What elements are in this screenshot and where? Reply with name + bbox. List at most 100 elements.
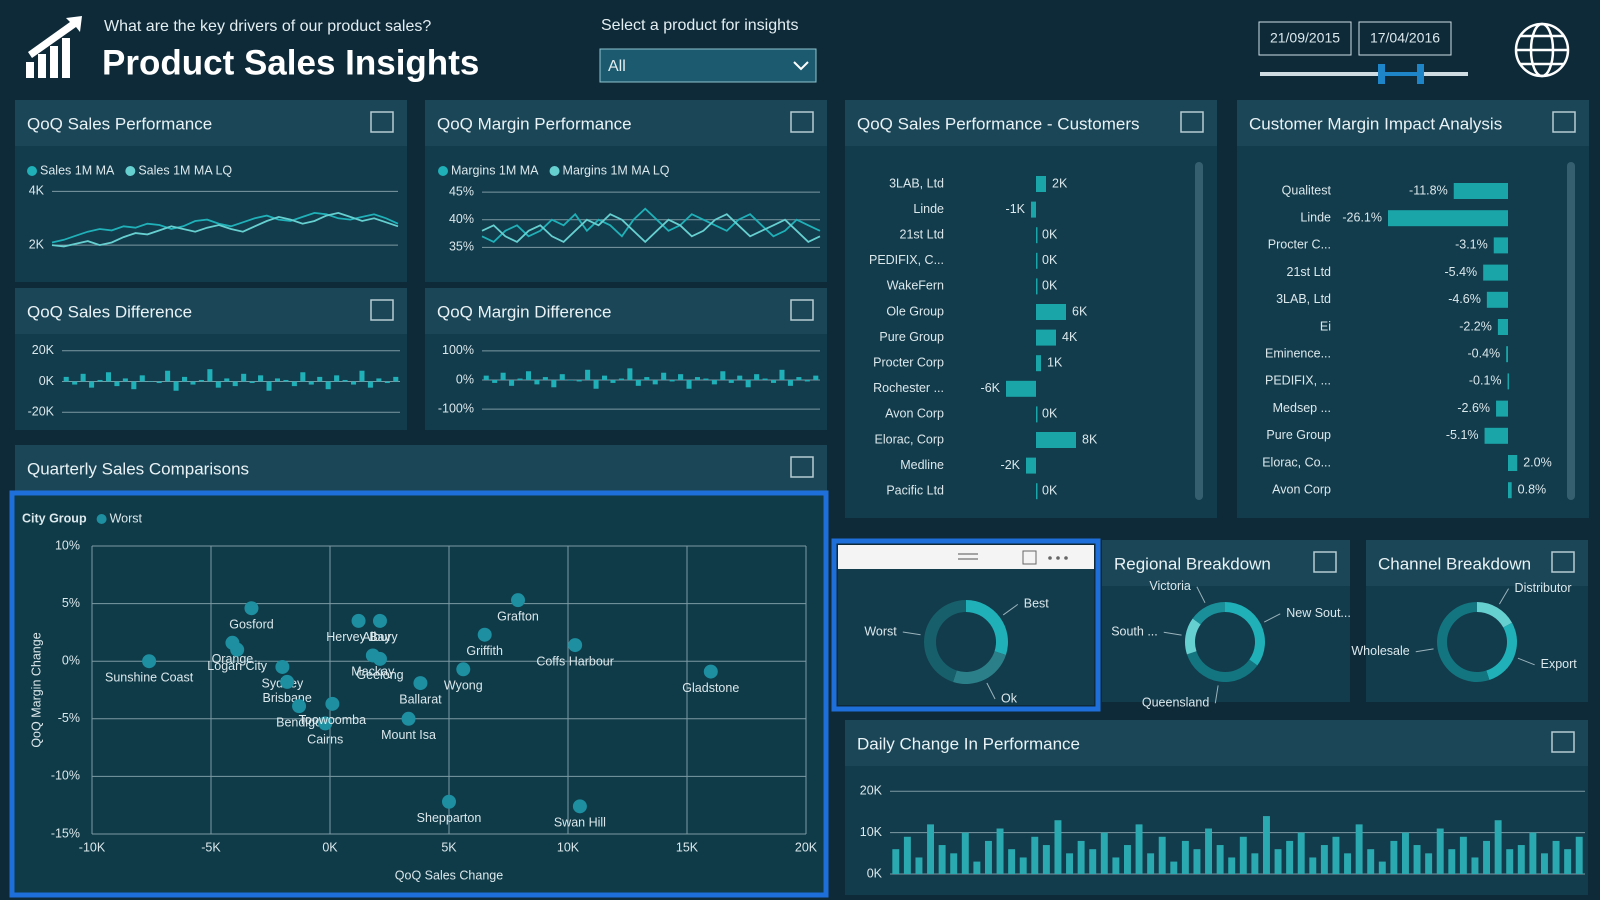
bar	[534, 380, 540, 385]
category-label: Ole Group	[886, 304, 944, 318]
point-label: Griffith	[466, 644, 503, 658]
date-end-box[interactable]	[1358, 21, 1452, 56]
bar	[139, 375, 145, 382]
donut-segment[interactable]	[1437, 602, 1490, 682]
point[interactable]	[456, 662, 471, 677]
bar	[1008, 849, 1016, 874]
point-label: Cairns	[307, 733, 343, 747]
point-label: Bendigo	[276, 715, 322, 729]
point[interactable]	[292, 699, 307, 714]
donut-segment[interactable]	[1477, 602, 1513, 628]
bar	[984, 840, 992, 874]
donut-segment[interactable]	[1185, 618, 1201, 655]
donut-label: Victoria	[1149, 579, 1191, 593]
bar	[1251, 853, 1259, 874]
value-label: 4K	[1062, 330, 1078, 344]
point[interactable]	[572, 799, 587, 814]
donut-segment[interactable]	[1186, 651, 1258, 683]
panel-header	[1237, 100, 1589, 146]
category-label: Eminence...	[1265, 346, 1331, 360]
header-title: Product Sales Insights	[102, 43, 479, 82]
category-label: Procter Corp	[873, 355, 944, 369]
bar	[1077, 840, 1085, 874]
point[interactable]	[325, 696, 340, 711]
bar	[1540, 853, 1548, 874]
panel-header	[845, 100, 1217, 146]
point[interactable]	[703, 664, 718, 679]
point[interactable]	[244, 601, 259, 616]
bar	[915, 857, 923, 874]
point[interactable]	[477, 627, 492, 642]
bar	[1054, 820, 1062, 874]
point[interactable]	[351, 613, 366, 628]
point[interactable]	[372, 651, 387, 666]
point[interactable]	[318, 716, 333, 731]
focus-icon[interactable]	[1022, 550, 1037, 565]
bar	[652, 380, 658, 385]
bar	[308, 381, 314, 385]
bar	[1286, 840, 1294, 874]
point[interactable]	[568, 638, 583, 653]
point[interactable]	[413, 676, 428, 691]
bar	[105, 372, 112, 382]
point[interactable]	[230, 642, 245, 657]
point[interactable]	[442, 794, 456, 809]
bar	[1297, 832, 1305, 874]
bar	[317, 376, 323, 382]
bar	[1425, 853, 1433, 874]
leader-line	[1196, 586, 1206, 604]
point[interactable]	[401, 711, 416, 726]
bar	[517, 378, 523, 380]
point[interactable]	[372, 613, 387, 628]
bar	[576, 380, 582, 382]
bar	[1019, 857, 1027, 874]
legend-label: Sales 1M MA	[40, 163, 115, 177]
panel	[1237, 100, 1589, 518]
bar	[1262, 816, 1270, 874]
donut-segment[interactable]	[1486, 622, 1517, 681]
donut-segment[interactable]	[923, 600, 966, 682]
bar	[1036, 483, 1038, 500]
panel-title: Daily Change In Performance	[857, 734, 1080, 753]
bar	[996, 828, 1004, 874]
bar	[266, 381, 272, 391]
bar	[1388, 210, 1508, 227]
point-label: Grafton	[497, 609, 539, 623]
bar	[779, 369, 785, 380]
point[interactable]	[280, 674, 295, 689]
bar	[207, 369, 213, 382]
donut-segment[interactable]	[966, 600, 1008, 655]
bar	[350, 381, 357, 385]
value-label: -0.4%	[1468, 346, 1501, 360]
date-start-box[interactable]	[1258, 21, 1352, 56]
category-label: Pacific Ltd	[886, 483, 944, 497]
bar	[568, 380, 574, 381]
panel-title: QoQ Margin Difference	[437, 302, 611, 321]
donut-segment[interactable]	[1225, 602, 1265, 666]
bar	[291, 381, 297, 387]
bar	[950, 853, 958, 874]
bar	[63, 376, 69, 382]
bar	[711, 380, 717, 385]
product-dropdown[interactable]	[599, 48, 817, 83]
date-slider-handle[interactable]	[1378, 64, 1385, 84]
panel-title: Customer Margin Impact Analysis	[1249, 114, 1502, 133]
bar	[500, 372, 506, 380]
panel-icon	[790, 299, 814, 321]
value-label: 8K	[1082, 432, 1098, 446]
donut-segment[interactable]	[953, 651, 1006, 684]
bar	[892, 849, 900, 874]
value-label: -5.1%	[1446, 428, 1479, 442]
bar	[961, 832, 969, 874]
date-slider-handle[interactable]	[1417, 64, 1424, 84]
point[interactable]	[275, 659, 290, 674]
panel-header	[15, 100, 407, 146]
x-tick-label: 10K	[557, 840, 580, 854]
bar	[1508, 482, 1512, 499]
dropdown-value: All	[608, 58, 626, 75]
donut-segment[interactable]	[1192, 602, 1225, 625]
category-label: Linde	[913, 202, 944, 216]
point[interactable]	[511, 593, 526, 608]
point[interactable]	[142, 654, 157, 669]
